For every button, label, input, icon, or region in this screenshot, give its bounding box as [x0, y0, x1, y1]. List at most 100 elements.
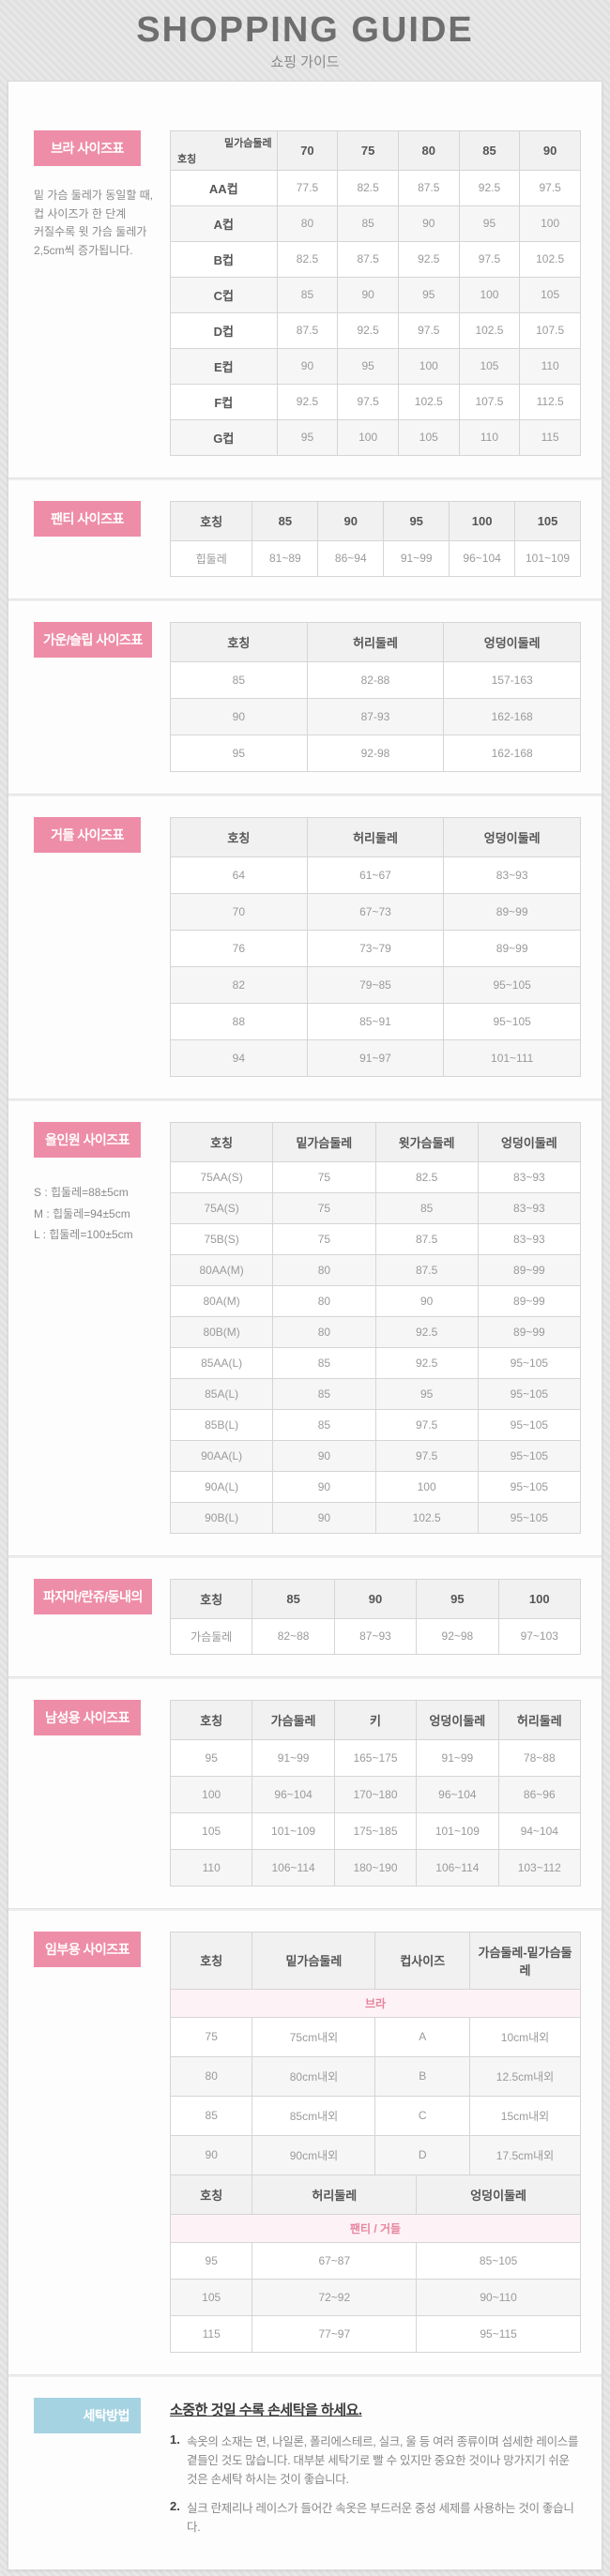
value-cell: 82~88 — [252, 1617, 335, 1655]
value-cell: 73~79 — [306, 929, 445, 967]
value-cell: 10cm내외 — [468, 2016, 582, 2057]
value-cell: 85cm내외 — [252, 2095, 376, 2136]
maternity-panty-header-row: 호칭 허리둘레 엉덩이둘레 — [169, 2174, 581, 2215]
note-line: 커질수록 윗 가슴 둘레가 — [34, 225, 147, 239]
column-header-cell: 컵사이즈 — [374, 1931, 470, 1990]
section-gown-slip-size: 가운/슬립 사이즈표 호칭 허리둘레 엉덩이둘레 85 82-88 157-163 90 8… — [8, 599, 602, 795]
row-header-cell: 105 — [169, 1811, 253, 1850]
wash-item-1: 1. 속옷의 소재는 면, 나일론, 폴리에스테르, 실크, 울 등 여러 종류… — [170, 2432, 581, 2489]
column-header-cell: 90 — [317, 500, 385, 541]
value-cell: 75 — [272, 1222, 376, 1255]
value-cell: 61~67 — [306, 856, 445, 894]
column-header-cell: 95 — [416, 1578, 499, 1619]
value-cell: 105 — [458, 347, 521, 385]
value-cell: 72~92 — [252, 2278, 418, 2316]
allinone-section-label: 올인원 사이즈표 — [34, 1121, 141, 1158]
section-all-in-one-size: 올인원 사이즈표 S : 힙둘레=88±5cm M : 힙둘레=94±5cm L :… — [8, 1099, 602, 1556]
table-row: 가슴둘레 82~88 87~93 92~98 97~103 — [169, 1617, 582, 1655]
column-header-cell: 80 — [397, 129, 460, 171]
value-cell: 75 — [272, 1160, 376, 1193]
section-bra-size: 브라 사이즈표 밑 가슴 둘레가 동일할 때, 컵 사이즈가 한 단계 커질수록 윗… — [8, 82, 602, 478]
value-cell: 87.5 — [374, 1253, 479, 1286]
row-header-cell: 90A(L) — [169, 1470, 274, 1503]
value-cell: 162-168 — [443, 697, 581, 735]
maternity-panty-head: 호칭 허리둘레 엉덩이둘레 — [169, 2174, 581, 2215]
value-cell: 90 — [374, 1284, 479, 1317]
value-cell: 81~89 — [252, 539, 319, 577]
value-cell: 97.5 — [397, 311, 460, 349]
row-header-cell: 85AA(L) — [169, 1346, 274, 1379]
note-line: 밑 가슴 둘레가 동일할 때, — [34, 188, 154, 202]
maternity-bra-table: 브라 호칭 밑가슴둘레 컵사이즈 가슴둘레-밑가슴둘레 75 75cm내외 A 10cm내외… — [169, 1931, 582, 2175]
value-cell: 83~93 — [477, 1160, 582, 1193]
column-header-cell: 엉덩이둘레 — [416, 2174, 581, 2215]
column-header-cell: 호칭 — [170, 816, 308, 857]
maternity-bra-banner: 브라 — [170, 1988, 581, 2018]
value-cell: 170~180 — [333, 1775, 418, 1813]
bra-size-table: 밑가슴둘레 호칭 70 75 80 85 90 AA컵 77.5 82.5 87.5 92.5 9… — [170, 129, 581, 456]
maternity-table-area: 브라 호칭 밑가슴둘레 컵사이즈 가슴둘레-밑가슴둘레 75 75cm내외 A 10cm내외… — [169, 1931, 582, 2353]
panty-side-column: 팬티 사이즈표 — [34, 500, 170, 577]
table-row: D컵 87.5 92.5 97.5 102.5 107.5 — [170, 311, 581, 349]
value-cell: 91~99 — [416, 1738, 499, 1777]
value-cell: 95~105 — [477, 1501, 582, 1534]
section-panty-size: 팬티 사이즈표 호칭 85 90 95 100 105 힙둘레 81~89 86~94 91~9… — [8, 477, 602, 599]
value-cell: 100 — [397, 347, 460, 385]
table-row: E컵 90 95 100 105 110 — [170, 347, 581, 385]
value-cell: 87.5 — [374, 1222, 479, 1255]
value-cell: 92.5 — [458, 169, 521, 206]
value-cell: 83~93 — [477, 1222, 582, 1255]
table-row: 95 92-98 162-168 — [170, 734, 581, 772]
value-cell: 100 — [458, 276, 521, 313]
row-header-cell: 80AA(M) — [169, 1253, 274, 1286]
row-header-cell: 80 — [169, 2055, 253, 2097]
row-header-cell: 90 — [169, 2134, 253, 2175]
value-cell: 95~105 — [477, 1439, 582, 1472]
value-cell: 82-88 — [306, 660, 445, 699]
panty-table-area: 호칭 85 90 95 100 105 힙둘레 81~89 86~94 91~99 96~104 1… — [169, 500, 581, 577]
table-row: 80AA(M) 80 87.5 89~99 — [169, 1253, 582, 1286]
table-row: 75B(S) 75 87.5 83~93 — [169, 1222, 582, 1255]
value-cell: 112.5 — [519, 383, 581, 420]
value-cell: 95~105 — [477, 1408, 582, 1441]
column-header-cell: 85 — [252, 1578, 335, 1619]
value-cell: 92.5 — [337, 311, 399, 349]
pajama-side-column: 파자마/란쥬/동내의 — [34, 1578, 170, 1655]
value-cell: 92-98 — [306, 734, 445, 772]
table-row: 110 106~114 180~190 106~114 103~112 — [169, 1848, 582, 1887]
pajama-table-body: 가슴둘레 82~88 87~93 92~98 97~103 — [169, 1617, 582, 1655]
value-cell: 100 — [374, 1470, 479, 1503]
bra-table-area: 밑가슴둘레 호칭 70 75 80 85 90 AA컵 77.5 82.5 87.5 92.5 9… — [170, 129, 581, 456]
row-header-cell: 힙둘레 — [169, 539, 253, 577]
maternity-panty-banner: 팬티 / 거들 — [170, 2213, 581, 2243]
value-cell: 80 — [276, 205, 339, 242]
column-header-cell: 90 — [333, 1578, 418, 1619]
value-cell: 95 — [397, 276, 460, 313]
column-header-cell: 호칭 — [169, 1931, 253, 1990]
value-cell: 90 — [272, 1439, 376, 1472]
table-row: 80A(M) 80 90 89~99 — [169, 1284, 582, 1317]
table-row: 90A(L) 90 100 95~105 — [169, 1470, 582, 1503]
value-cell: 77.5 — [276, 169, 339, 206]
row-header-cell: 85 — [169, 2095, 253, 2136]
value-cell: 89~99 — [443, 892, 581, 931]
girdle-size-table: 호칭 허리둘레 엉덩이둘레 64 61~67 83~93 70 67~73 89~99 76 73… — [170, 816, 581, 1077]
value-cell: 90 — [272, 1470, 376, 1503]
value-cell: 95 — [337, 347, 399, 385]
value-cell: 86~94 — [317, 539, 385, 577]
pajama-header-row: 호칭 85 90 95 100 — [169, 1578, 582, 1619]
men-table-body: 95 91~99 165~175 91~99 78~88 100 96~104 170~180… — [169, 1738, 582, 1887]
value-cell: 105 — [519, 276, 581, 313]
table-row: 88 85~91 95~105 — [170, 1002, 581, 1040]
column-header-cell: 엉덩이둘레 — [416, 1699, 499, 1740]
value-cell: 97.5 — [374, 1408, 479, 1441]
value-cell: 90 — [276, 347, 339, 385]
row-header-cell: 76 — [170, 929, 308, 967]
table-row: 90AA(L) 90 97.5 95~105 — [169, 1439, 582, 1472]
column-header-cell: 엉덩이둘레 — [443, 621, 581, 662]
value-cell: 101~111 — [443, 1038, 581, 1077]
value-cell: 102.5 — [519, 240, 581, 278]
maternity-bra-banner-row: 브라 — [170, 1988, 581, 2018]
value-cell: 82.5 — [374, 1160, 479, 1193]
allinone-note: S : 힙둘레=88±5cm M : 힙둘레=94±5cm L : 힙둘레=100±… — [34, 1182, 159, 1246]
